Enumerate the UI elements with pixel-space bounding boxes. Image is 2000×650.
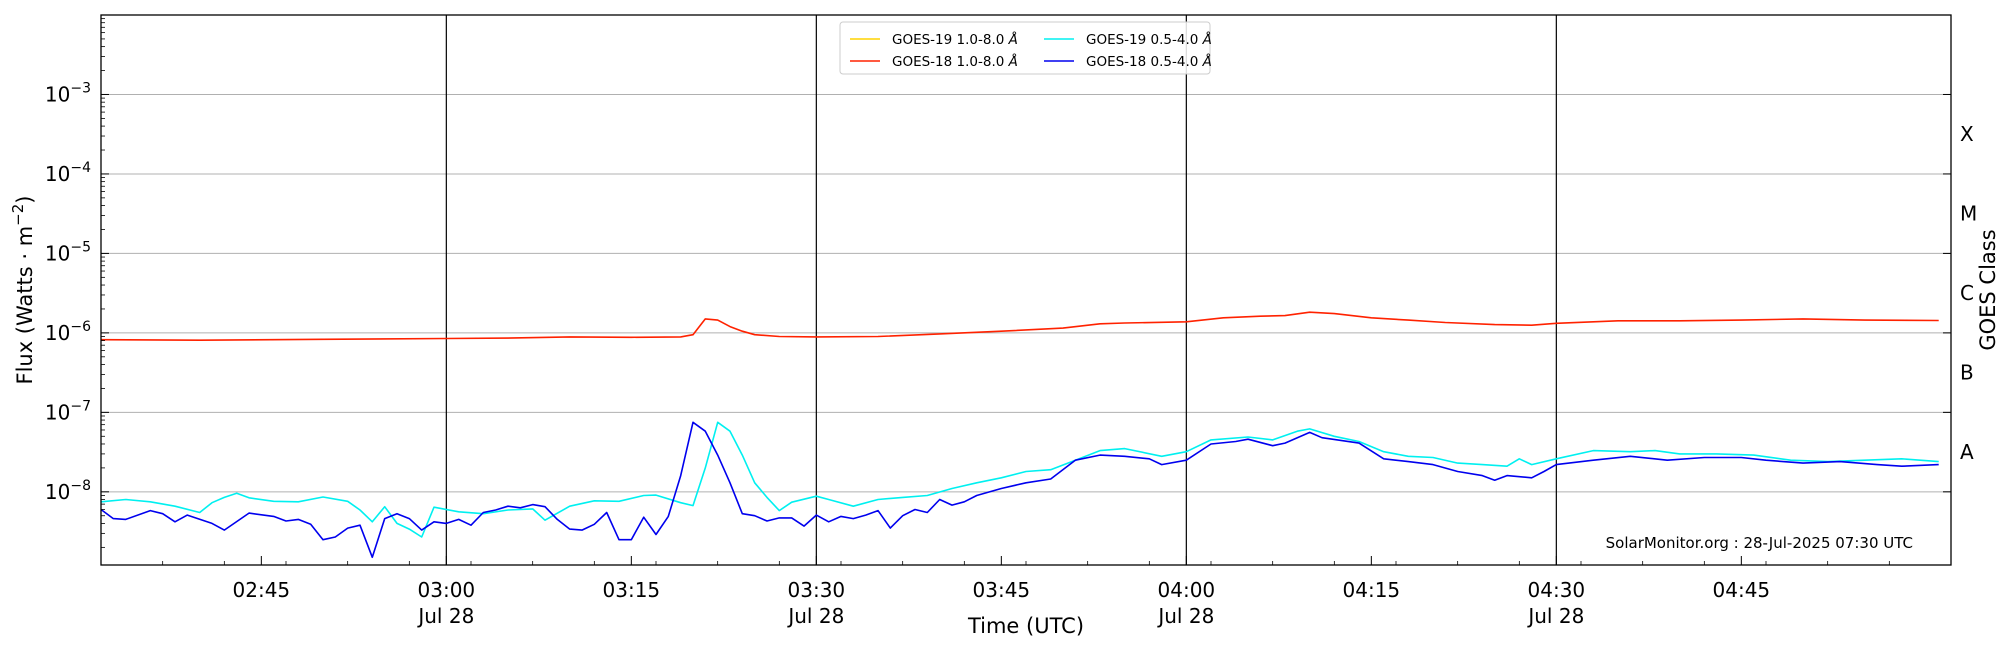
goes-class-c: C <box>1960 281 1974 305</box>
y-tick-label: 10−6 <box>45 319 91 345</box>
x-tick-label: 03:30 <box>788 578 846 602</box>
legend-entry: GOES-18 0.5-4.0 Å <box>1086 53 1212 70</box>
x-tick-label: 02:45 <box>233 578 291 602</box>
y-tick-exponent: −5 <box>70 239 91 255</box>
y-axis-title-main: Flux (Watts · m <box>13 226 37 385</box>
y-tick-exponent: −3 <box>70 80 91 96</box>
data-series <box>100 311 1939 559</box>
series-line-goes-18-1-0-8-0 <box>100 311 1939 341</box>
legend-entry-unit: Å <box>1202 53 1212 70</box>
y-tick-label: 10−8 <box>45 478 91 504</box>
goes-class-b: B <box>1960 361 1974 385</box>
credit-text: SolarMonitor.org : 28-Jul-2025 07:30 UTC <box>1606 534 1913 552</box>
y2-axis-title: GOES Class <box>1976 229 2000 350</box>
x-tick-label: 04:45 <box>1713 578 1771 602</box>
x-tick-sublabel: Jul 28 <box>1156 604 1214 628</box>
x-tick-sublabel: Jul 28 <box>1526 604 1584 628</box>
y-axis-title-sup: −2 <box>9 204 27 226</box>
legend-entry-name: GOES-19 0.5-4.0 <box>1086 32 1203 48</box>
y-tick-label: 10−4 <box>45 160 91 186</box>
x-tick-label: 03:15 <box>603 578 661 602</box>
y-axis-title: Flux (Watts · m−2) <box>9 195 37 384</box>
legend-entry: GOES-19 0.5-4.0 Å <box>1086 31 1212 48</box>
y-tick-label: 10−7 <box>45 398 91 424</box>
x-tick-label: 03:45 <box>973 578 1031 602</box>
y-tick-base: 10 <box>45 400 70 424</box>
legend-box <box>839 21 1211 75</box>
y-tick-label: 10−5 <box>45 239 91 265</box>
legend-entry-unit: Å <box>1008 53 1018 70</box>
series-line-goes-19-0-5-4-0 <box>100 421 1939 538</box>
series-line-goes-18-0-5-4-0 <box>100 421 1939 559</box>
x-tick-label: 03:00 <box>418 578 476 602</box>
goes-class-m: M <box>1960 202 1977 226</box>
gridlines <box>101 93 1951 493</box>
x-axis-title: Time (UTC) <box>967 614 1084 638</box>
y-axis-title-end: ) <box>13 195 37 203</box>
goes-class-labels: A B C M X <box>1960 122 1977 464</box>
goes-class-x: X <box>1960 122 1974 146</box>
vertical-time-markers <box>445 15 1557 565</box>
y-tick-label: 10−3 <box>45 80 91 106</box>
y-tick-base: 10 <box>45 82 70 106</box>
y-tick-exponent: −8 <box>70 478 91 494</box>
legend-entry-name: GOES-19 1.0-8.0 <box>892 32 1009 48</box>
y-tick-exponent: −6 <box>70 319 91 335</box>
x-tick-label: 04:00 <box>1158 578 1216 602</box>
legend-entry: GOES-18 1.0-8.0 Å <box>892 53 1018 70</box>
x-tick-sublabel: Jul 28 <box>786 604 844 628</box>
y-tick-base: 10 <box>45 321 70 345</box>
x-tick-label: 04:15 <box>1343 578 1401 602</box>
legend-entry-unit: Å <box>1008 31 1018 48</box>
legend-entry-unit: Å <box>1202 31 1212 48</box>
y-tick-exponent: −4 <box>70 160 91 176</box>
legend-entry-name: GOES-18 0.5-4.0 <box>1086 54 1203 70</box>
y-tick-base: 10 <box>45 241 70 265</box>
y-tick-base: 10 <box>45 480 70 504</box>
legend-entry: GOES-19 1.0-8.0 Å <box>892 31 1018 48</box>
x-tick-label: 04:30 <box>1528 578 1586 602</box>
y-tick-exponent: −7 <box>70 398 91 414</box>
legend-entry-name: GOES-18 1.0-8.0 <box>892 54 1009 70</box>
y-tick-base: 10 <box>45 162 70 186</box>
x-tick-sublabel: Jul 28 <box>416 604 474 628</box>
goes-class-a: A <box>1960 440 1974 464</box>
